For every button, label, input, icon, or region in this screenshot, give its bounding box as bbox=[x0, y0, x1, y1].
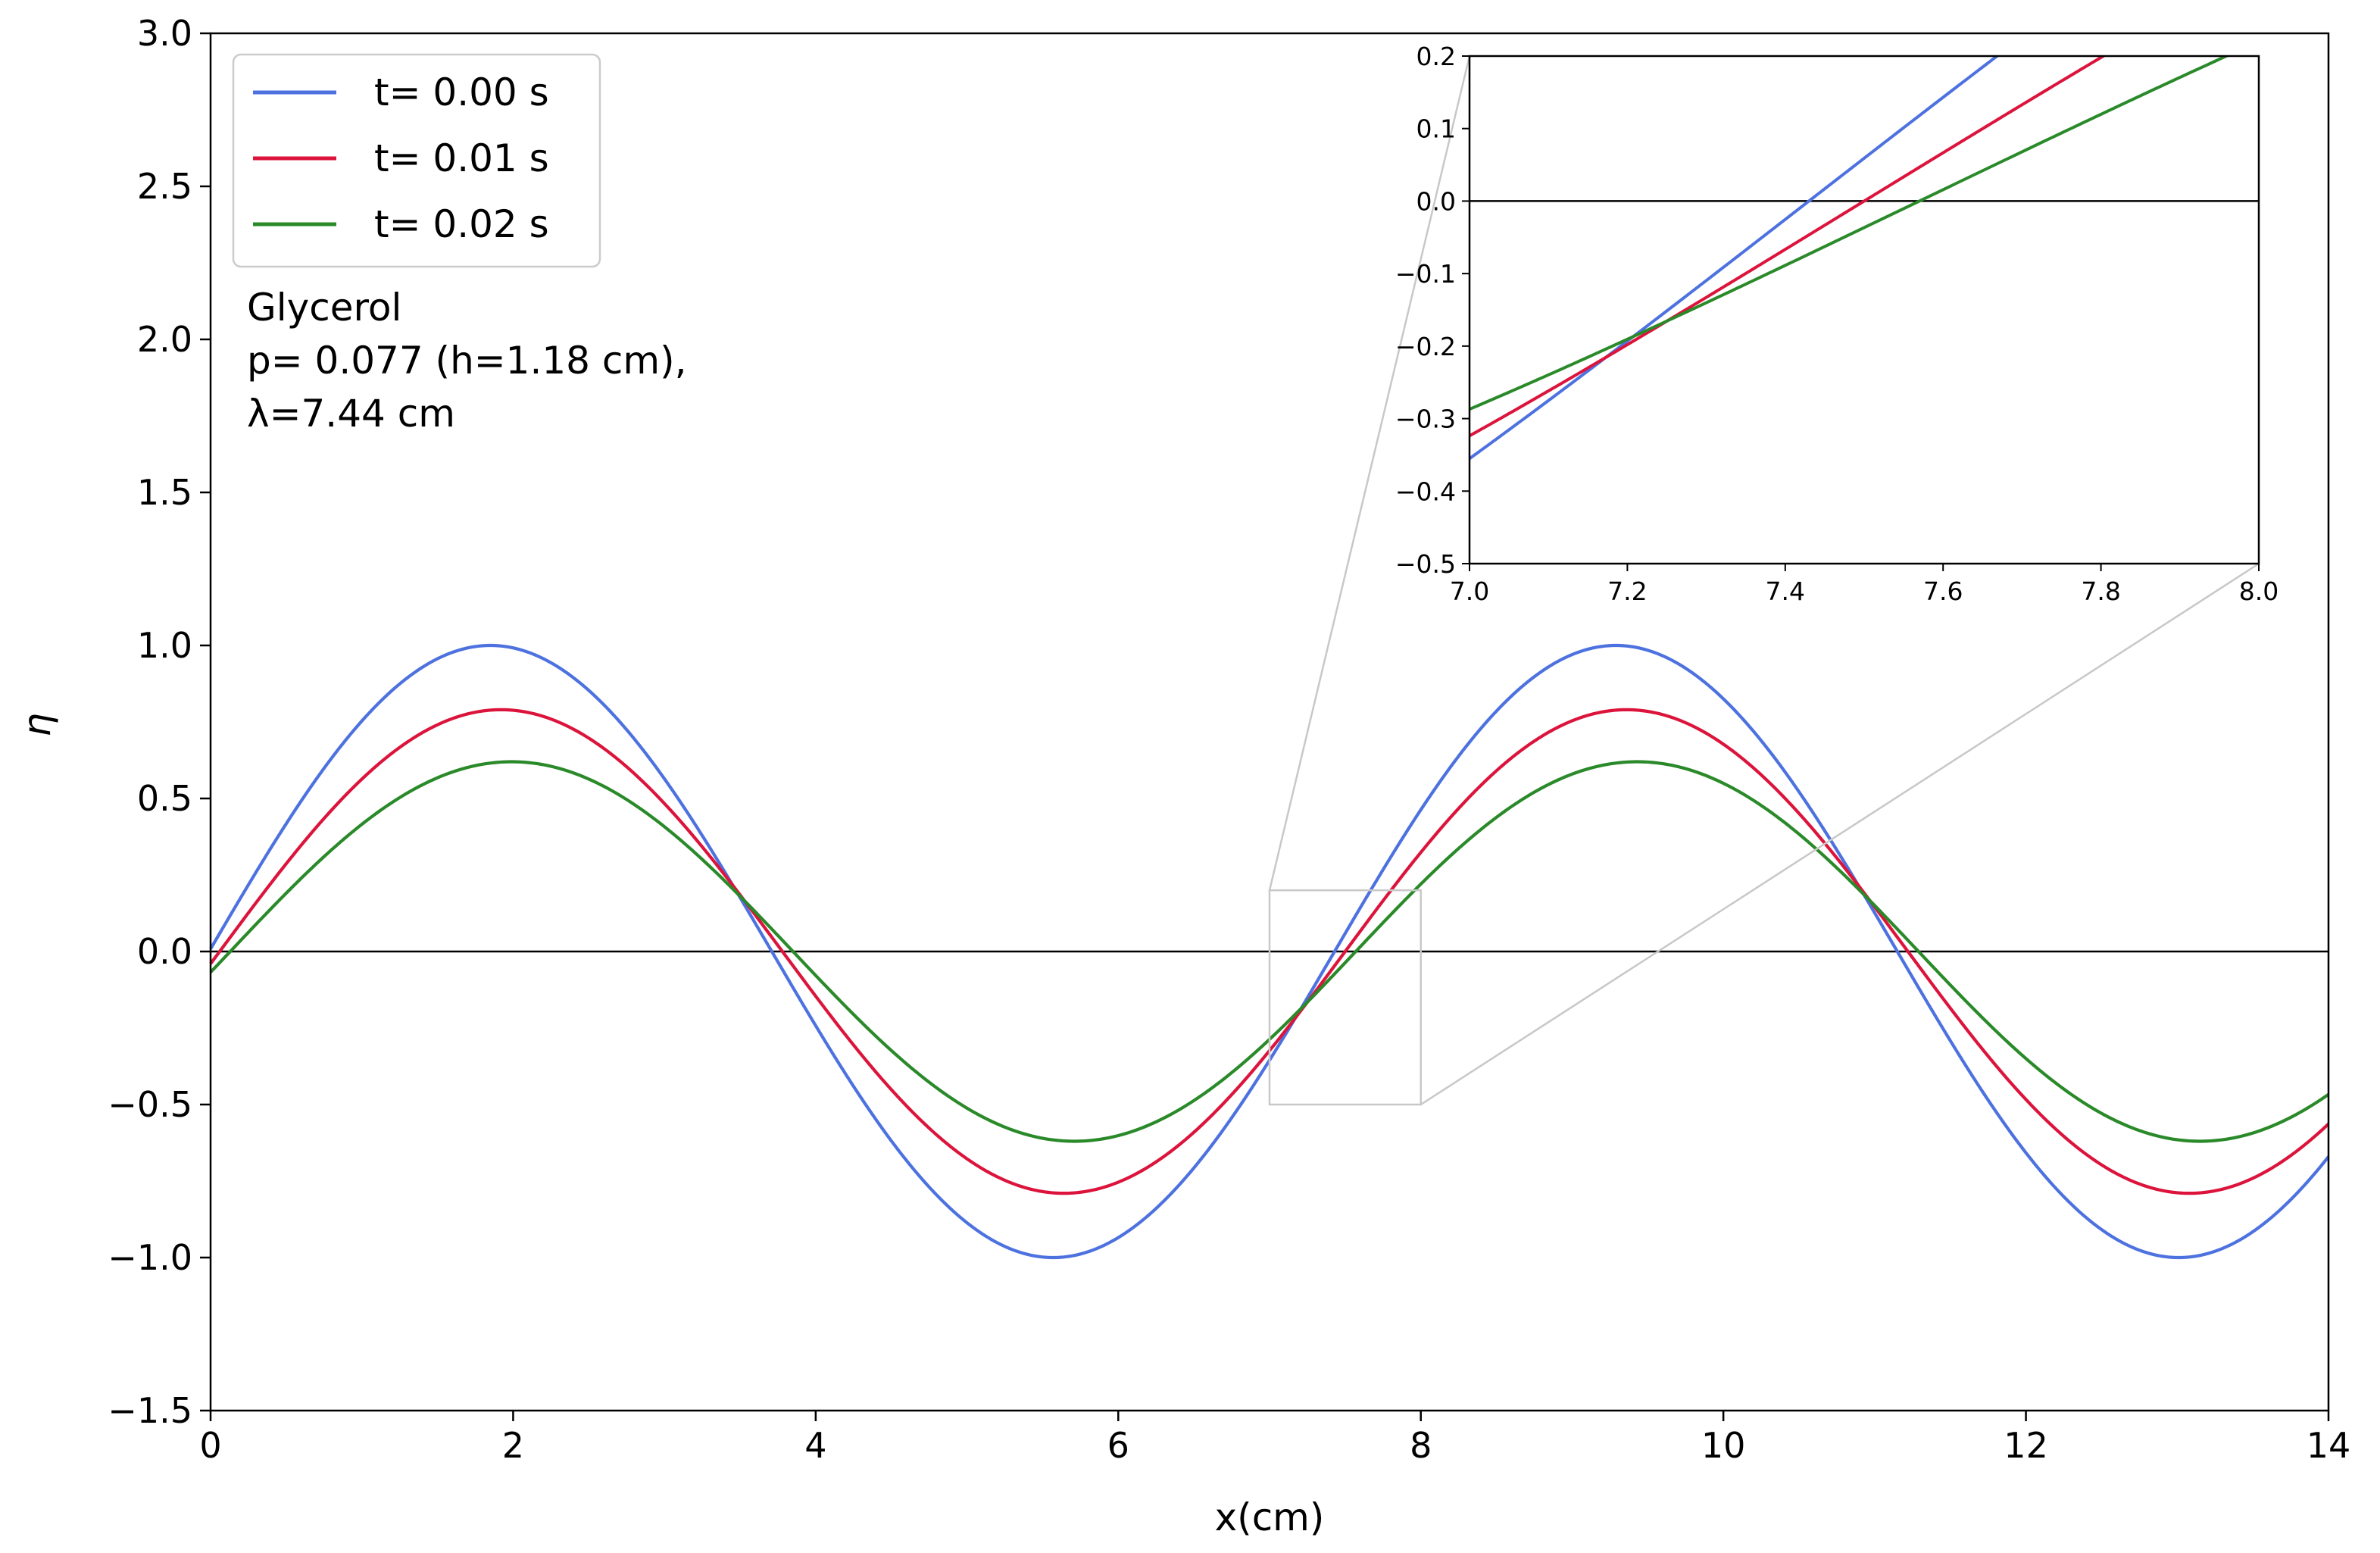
x-axis-label: x(cm) bbox=[1215, 1495, 1325, 1539]
annotation-line-2: λ=7.44 cm bbox=[247, 392, 455, 436]
inset-series-line-2 bbox=[1470, 56, 2231, 411]
y-tick-label: 2.5 bbox=[137, 166, 192, 207]
inset-y-tick-label: −0.1 bbox=[1395, 259, 1456, 289]
inset-x-tick-label: 7.8 bbox=[2081, 577, 2120, 606]
inset-x-tick-label: 7.6 bbox=[1923, 577, 1963, 606]
zoom-indicator bbox=[1268, 55, 2260, 1106]
inset-x-tick-label: 8.0 bbox=[2239, 577, 2278, 606]
y-tick-label: 0.5 bbox=[137, 778, 192, 819]
x-tick-label: 6 bbox=[1107, 1425, 1129, 1466]
inset-y-tick-label: −0.2 bbox=[1395, 332, 1456, 361]
x-tick-label: 8 bbox=[1410, 1425, 1432, 1466]
zoom-connector-lower bbox=[1420, 562, 2260, 1106]
main-x-ticks: 0 2 4 6 8 10 12 14 bbox=[199, 1411, 2350, 1466]
y-tick-label: −0.5 bbox=[108, 1084, 192, 1125]
legend: t= 0.00 s t= 0.01 s t= 0.02 s bbox=[232, 53, 601, 268]
legend-label-2: t= 0.02 s bbox=[374, 202, 549, 246]
x-tick-label: 12 bbox=[2004, 1425, 2048, 1466]
inset-background bbox=[1470, 56, 2259, 564]
inset-x-ticks: 7.0 7.2 7.4 7.6 7.8 8.0 bbox=[1450, 564, 2278, 606]
inset-axes-frame bbox=[1468, 55, 2260, 565]
y-tick-label: 1.0 bbox=[137, 625, 192, 666]
inset-y-tick-label: −0.4 bbox=[1395, 477, 1456, 506]
inset-y-tick-label: −0.5 bbox=[1395, 549, 1456, 579]
zoom-connector-upper bbox=[1268, 55, 1471, 891]
x-tick-label: 2 bbox=[502, 1425, 524, 1466]
inset-series bbox=[1470, 56, 2231, 461]
annotation-line-0: Glycerol bbox=[247, 286, 401, 330]
inset-x-tick-label: 7.4 bbox=[1766, 577, 1805, 606]
legend-label-0: t= 0.00 s bbox=[374, 70, 549, 114]
inset-x-tick-label: 7.0 bbox=[1450, 577, 1489, 606]
inset-y-ticks: −0.5 −0.4 −0.3 −0.2 −0.1 0.0 0.1 0.2 bbox=[1395, 42, 1470, 579]
legend-label-1: t= 0.01 s bbox=[374, 136, 549, 180]
x-tick-label: 10 bbox=[1701, 1425, 1746, 1466]
y-tick-label: −1.0 bbox=[108, 1237, 192, 1278]
inset-y-tick-label: 0.1 bbox=[1416, 114, 1456, 144]
y-tick-label: 1.5 bbox=[137, 472, 192, 513]
inset-series-line-1 bbox=[1470, 56, 2107, 438]
inset-y-tick-label: −0.3 bbox=[1395, 405, 1456, 434]
y-tick-label: −1.5 bbox=[108, 1390, 192, 1431]
legend-box bbox=[232, 53, 601, 268]
inset-y-tick-label: 0.2 bbox=[1416, 42, 1456, 71]
annotation: Glycerol p= 0.077 (h=1.18 cm), λ=7.44 cm bbox=[247, 286, 686, 436]
inset-plot: 7.0 7.2 7.4 7.6 7.8 8.0 −0.5 −0.4 −0.3 −0.2 −0.1 0… bbox=[1395, 42, 2278, 606]
inset-y-tick-label: 0.0 bbox=[1416, 186, 1456, 216]
inset-x-tick-label: 7.2 bbox=[1607, 577, 1647, 606]
x-tick-label: 4 bbox=[804, 1425, 826, 1466]
y-tick-label: 0.0 bbox=[137, 931, 192, 972]
y-axis-label: η bbox=[15, 713, 59, 737]
main-axes-frame bbox=[209, 32, 2330, 1412]
x-tick-label: 14 bbox=[2307, 1425, 2351, 1466]
main-plot: 0 2 4 6 8 10 12 14 −1.5 −1.0 −0.5 0.0 0.5 1.0 1.5 2.0 2… bbox=[108, 13, 2350, 1466]
zoom-box bbox=[1268, 889, 1422, 1106]
annotation-line-1: p= 0.077 (h=1.18 cm), bbox=[247, 339, 686, 383]
x-tick-label: 0 bbox=[199, 1425, 221, 1466]
main-y-ticks: −1.5 −1.0 −0.5 0.0 0.5 1.0 1.5 2.0 2.5 3.0 bbox=[108, 13, 211, 1431]
y-tick-label: 3.0 bbox=[137, 13, 192, 54]
y-tick-label: 2.0 bbox=[137, 319, 192, 360]
